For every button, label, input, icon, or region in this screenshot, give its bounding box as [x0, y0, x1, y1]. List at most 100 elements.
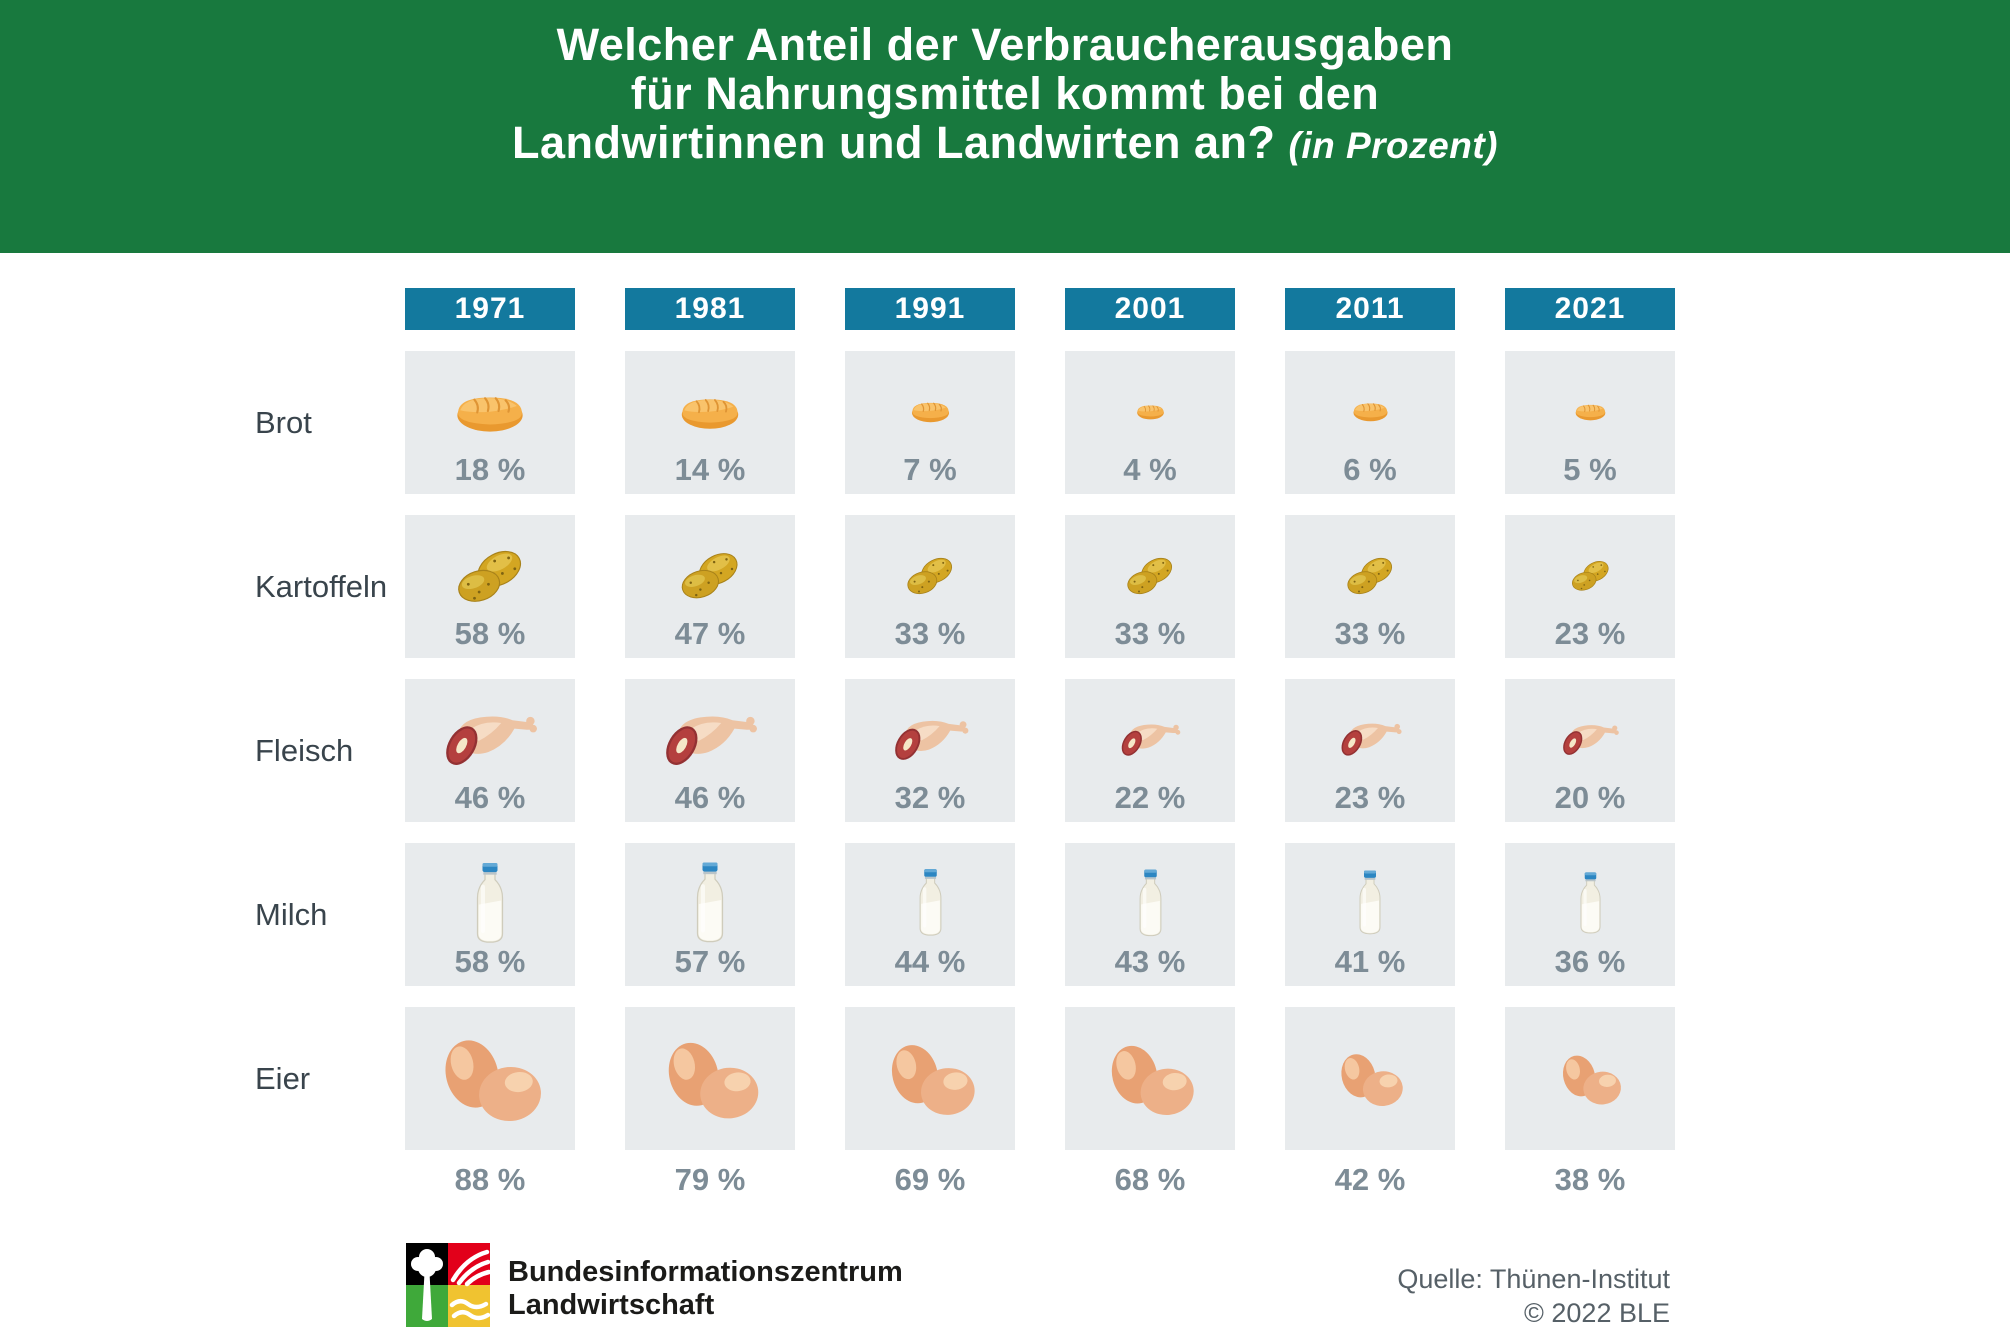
cell-box: 20 % — [1505, 679, 1675, 822]
percent-value: 5 % — [1563, 452, 1617, 487]
row-label-milch: Milch — [255, 896, 328, 932]
cell-box: 46 % — [405, 679, 575, 822]
percent-value: 7 % — [903, 452, 957, 487]
percent-value: 69 % — [894, 1162, 966, 1197]
ble-logo — [406, 1243, 490, 1327]
cell-box: 7 % — [845, 351, 1015, 494]
year-header-2011: 2011 — [1285, 288, 1455, 330]
meat-icon — [1339, 718, 1402, 759]
potatoes-icon — [1121, 553, 1179, 597]
potatoes-icon — [449, 544, 531, 606]
title-line-3-text: Landwirtinnen und Landwirten an? — [512, 117, 1276, 168]
milk-icon — [475, 859, 505, 947]
cell-milch-1991: 44 % — [845, 843, 1015, 986]
chart-grid: 1971 1981 1991 2001 2011 2021 Brot 18 % 14 % 7 % 4… — [0, 288, 2010, 1198]
source-line-1: Quelle: Thünen-Institut — [1397, 1264, 1670, 1294]
year-header-1981: 1981 — [625, 288, 795, 330]
row-label-kartoffeln: Kartoffeln — [255, 568, 388, 604]
cell-eier-2011: 42 % — [1285, 1007, 1455, 1198]
header-banner: Welcher Anteil der Verbraucherausgaben f… — [0, 0, 2010, 253]
percent-value: 33 % — [1114, 616, 1186, 651]
title-line-3: Landwirtinnen und Landwirten an? (in Pro… — [512, 118, 1498, 170]
cell-eier-2001: 68 % — [1065, 1007, 1235, 1198]
year-header-1991: 1991 — [845, 288, 1015, 330]
cell-box: 33 % — [1285, 515, 1455, 658]
milk-icon — [1358, 867, 1382, 938]
cell-box — [1505, 1007, 1675, 1150]
cell-fleisch-1991: 32 % — [845, 679, 1015, 822]
bread-icon — [1136, 402, 1165, 420]
cell-milch-2001: 43 % — [1065, 843, 1235, 986]
cell-box — [845, 1007, 1015, 1150]
percent-value: 58 % — [454, 616, 526, 651]
percent-value: 47 % — [674, 616, 746, 651]
cell-kartoffeln-2001: 33 % — [1065, 515, 1235, 658]
meat-icon — [1119, 719, 1181, 759]
cell-box: 22 % — [1065, 679, 1235, 822]
cell-milch-2011: 41 % — [1285, 843, 1455, 986]
bread-icon — [910, 398, 951, 423]
eggs-icon — [1556, 1050, 1624, 1108]
bread-icon — [1352, 399, 1389, 422]
percent-value: 4 % — [1123, 452, 1177, 487]
title-suffix: (in Prozent) — [1288, 125, 1498, 166]
row-label-eier: Eier — [255, 1060, 311, 1096]
cell-brot-1991: 7 % — [845, 351, 1015, 494]
cell-box: 41 % — [1285, 843, 1455, 986]
org-line-1: Bundesinformationszentrum — [508, 1256, 903, 1288]
bread-icon — [1574, 401, 1607, 421]
org-name: Bundesinformationszentrum Landwirtschaft — [508, 1256, 903, 1322]
cell-kartoffeln-2011: 33 % — [1285, 515, 1455, 658]
cell-box: 33 % — [845, 515, 1015, 658]
cell-brot-1971: 18 % — [405, 351, 575, 494]
year-header-2021: 2021 — [1505, 288, 1675, 330]
potatoes-icon — [1567, 557, 1614, 593]
cell-kartoffeln-1991: 33 % — [845, 515, 1015, 658]
cell-box: 23 % — [1505, 515, 1675, 658]
cell-box: 58 % — [405, 515, 575, 658]
bread-icon — [679, 392, 741, 430]
cell-box: 57 % — [625, 843, 795, 986]
cell-box: 14 % — [625, 351, 795, 494]
percent-value: 23 % — [1334, 780, 1406, 815]
cell-box: 58 % — [405, 843, 575, 986]
cell-brot-2001: 4 % — [1065, 351, 1235, 494]
percent-value: 38 % — [1554, 1162, 1626, 1197]
milk-icon — [695, 859, 725, 946]
percent-value: 22 % — [1114, 780, 1186, 815]
cell-box: 32 % — [845, 679, 1015, 822]
cell-box: 4 % — [1065, 351, 1235, 494]
cell-box: 47 % — [625, 515, 795, 658]
cell-fleisch-2021: 20 % — [1505, 679, 1675, 822]
source-note: Quelle: Thünen-Institut © 2022 BLE — [1397, 1262, 1670, 1330]
meat-icon — [1561, 720, 1619, 758]
cell-brot-2021: 5 % — [1505, 351, 1675, 494]
potatoes-icon — [1341, 553, 1399, 597]
percent-value: 43 % — [1114, 944, 1186, 979]
percent-value: 32 % — [894, 780, 966, 815]
source-line-2: © 2022 BLE — [1524, 1298, 1670, 1328]
page-title: Welcher Anteil der Verbraucherausgaben f… — [512, 20, 1498, 170]
meat-icon — [442, 708, 538, 770]
cell-brot-1981: 14 % — [625, 351, 795, 494]
eggs-icon — [658, 1034, 763, 1124]
eggs-icon — [882, 1037, 979, 1120]
percent-value: 46 % — [674, 780, 746, 815]
percent-value: 20 % — [1554, 780, 1626, 815]
cell-box: 33 % — [1065, 515, 1235, 658]
milk-icon — [1579, 870, 1602, 936]
cell-eier-1981: 79 % — [625, 1007, 795, 1198]
cell-eier-1971: 88 % — [405, 1007, 575, 1198]
cell-fleisch-2011: 23 % — [1285, 679, 1455, 822]
cell-box — [625, 1007, 795, 1150]
cell-brot-2011: 6 % — [1285, 351, 1455, 494]
year-header-1971: 1971 — [405, 288, 575, 330]
milk-icon — [918, 865, 943, 940]
year-header-2001: 2001 — [1065, 288, 1235, 330]
cell-box: 5 % — [1505, 351, 1675, 494]
cell-box: 44 % — [845, 843, 1015, 986]
cell-milch-1971: 58 % — [405, 843, 575, 986]
eggs-icon — [434, 1031, 546, 1127]
milk-icon — [1138, 866, 1163, 940]
